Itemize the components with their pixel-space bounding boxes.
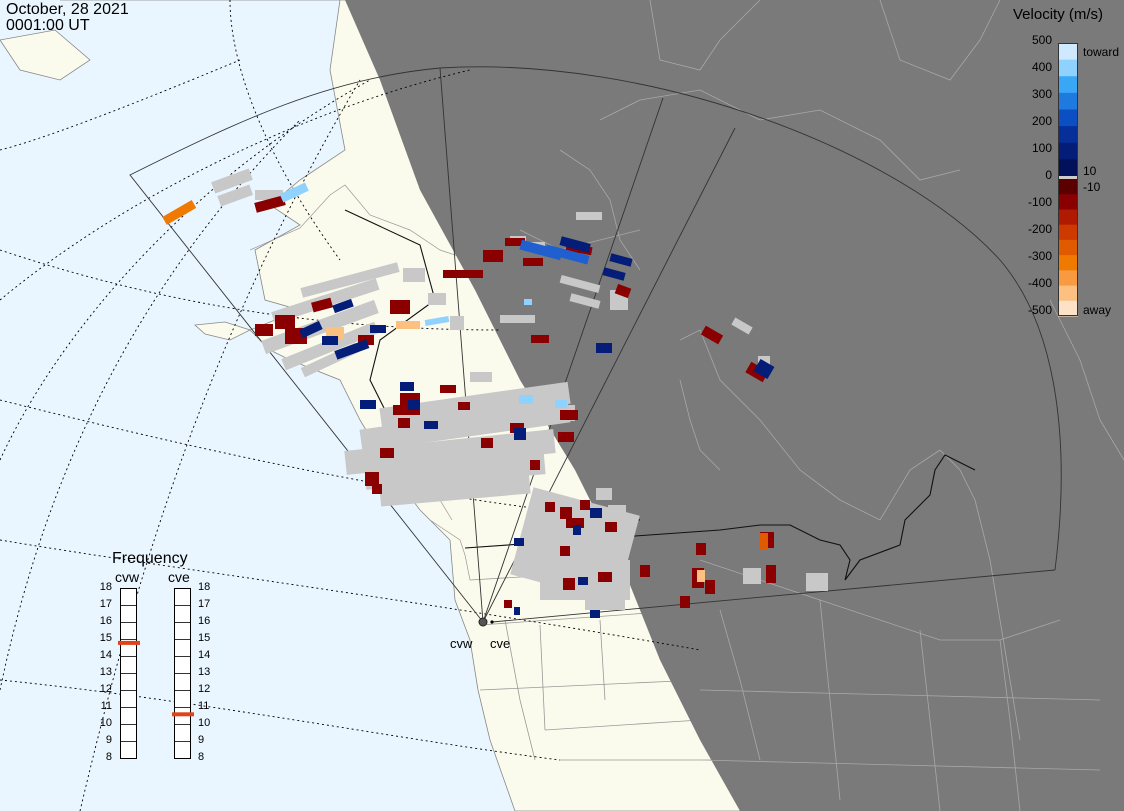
colorbar-toward-segment — [1058, 109, 1078, 127]
velocity-colorbar — [1058, 43, 1078, 317]
colorbar-toward-segments — [1058, 43, 1078, 177]
velocity-tick-label: 500 — [1031, 33, 1052, 47]
frequency-tick-right: 10 — [198, 717, 211, 729]
timestamp-date: October, 28 2021 — [6, 1, 129, 18]
radar-site-cve-marker — [490, 620, 494, 624]
frequency-tick-left: 17 — [99, 598, 112, 610]
colorbar-away-segment — [1058, 179, 1078, 195]
velocity-tick-label: 100 — [1031, 141, 1052, 155]
frequency-tick-right: 11 — [198, 700, 210, 712]
frequency-tick-right: 18 — [198, 581, 211, 593]
radar-site-markers — [478, 617, 494, 627]
frequency-tick-left: 13 — [99, 666, 112, 678]
frequency-tick-right: 14 — [198, 649, 211, 661]
colorbar-toward-segment — [1058, 159, 1078, 177]
colorbar-frame — [1058, 43, 1078, 316]
velocity-tick-label: 200 — [1031, 114, 1052, 128]
colorbar-toward-segment — [1058, 43, 1078, 61]
frequency-tick-right: 13 — [198, 666, 211, 678]
colorbar-away-segment — [1058, 209, 1078, 226]
frequency-tick-right: 15 — [198, 632, 211, 644]
colorbar-away-segment — [1058, 239, 1078, 256]
colorbar-zero-band — [1058, 176, 1078, 179]
velocity-away-label: away — [1083, 303, 1112, 317]
frequency-radar-cve-label: cve — [168, 569, 190, 585]
colorbar-away-segments — [1058, 179, 1078, 317]
velocity-legend-title: Velocity (m/s) — [1013, 6, 1104, 23]
velocity-toward-label: toward — [1083, 45, 1120, 59]
radar-site-cvw-marker — [478, 617, 488, 627]
frequency-gauges — [118, 588, 194, 759]
colorbar-toward-segment — [1058, 142, 1078, 160]
frequency-title: Frequency — [112, 550, 188, 567]
frequency-marker-cvw — [118, 640, 140, 645]
colorbar-toward-segment — [1058, 59, 1078, 77]
velocity-cells — [162, 182, 776, 618]
night-region — [345, 0, 1124, 811]
velocity-tick-label: 300 — [1031, 87, 1052, 101]
colorbar-toward-segment — [1058, 92, 1078, 110]
frequency-tick-right: 9 — [198, 734, 205, 746]
velocity-tick-label: -300 — [1027, 249, 1052, 263]
frequency-gauge-cvw — [118, 588, 140, 759]
colorbar-away-segment — [1058, 194, 1078, 210]
radar-site-cvw-label: cvw — [450, 636, 473, 651]
colorbar-away-segment — [1058, 270, 1078, 287]
frequency-tick-left: 10 — [99, 717, 112, 729]
frequency-tick-right: 12 — [198, 683, 211, 695]
frequency-tick-left: 8 — [105, 751, 112, 763]
velocity-tick-label: -200 — [1027, 222, 1052, 236]
colorbar-away-segment — [1058, 300, 1078, 317]
frequency-tick-left: 9 — [105, 734, 112, 746]
colorbar-away-segment — [1058, 255, 1078, 271]
frequency-tick-left: 11 — [100, 700, 112, 712]
colorbar-away-segment — [1058, 224, 1078, 241]
colorbar-toward-segment — [1058, 126, 1078, 144]
velocity-tick-label: -100 — [1027, 195, 1052, 209]
frequency-tick-left: 12 — [99, 683, 112, 695]
frequency-tick-left: 16 — [99, 615, 112, 627]
colorbar-away-segment — [1058, 285, 1078, 302]
frequency-tick-left: 15 — [99, 632, 112, 644]
timestamp-time: 0001:00 UT — [6, 17, 90, 34]
velocity-tick-label: -400 — [1027, 276, 1052, 290]
frequency-tick-left: 18 — [99, 581, 112, 593]
frequency-radar-cvw-label: cvw — [115, 569, 140, 585]
velocity-pos-threshold: 10 — [1083, 164, 1097, 178]
velocity-tick-label: 400 — [1031, 60, 1052, 74]
colorbar-toward-segment — [1058, 76, 1078, 94]
frequency-tick-left: 14 — [99, 649, 112, 661]
frequency-marker-cve — [172, 712, 194, 717]
frequency-tick-right: 8 — [198, 751, 205, 763]
velocity-tick-label: 0 — [1045, 168, 1052, 182]
national-border — [344, 209, 976, 581]
night-coastlines — [519, 0, 1124, 811]
frequency-tick-right: 17 — [198, 598, 211, 610]
velocity-tick-label: -500 — [1027, 303, 1052, 317]
velocity-neg-threshold: -10 — [1083, 180, 1101, 194]
geo-grid — [0, 0, 701, 811]
frequency-tick-right: 16 — [198, 615, 211, 627]
radar-site-cve-label: cve — [490, 636, 511, 651]
frequency-gauge-cve — [172, 588, 194, 759]
